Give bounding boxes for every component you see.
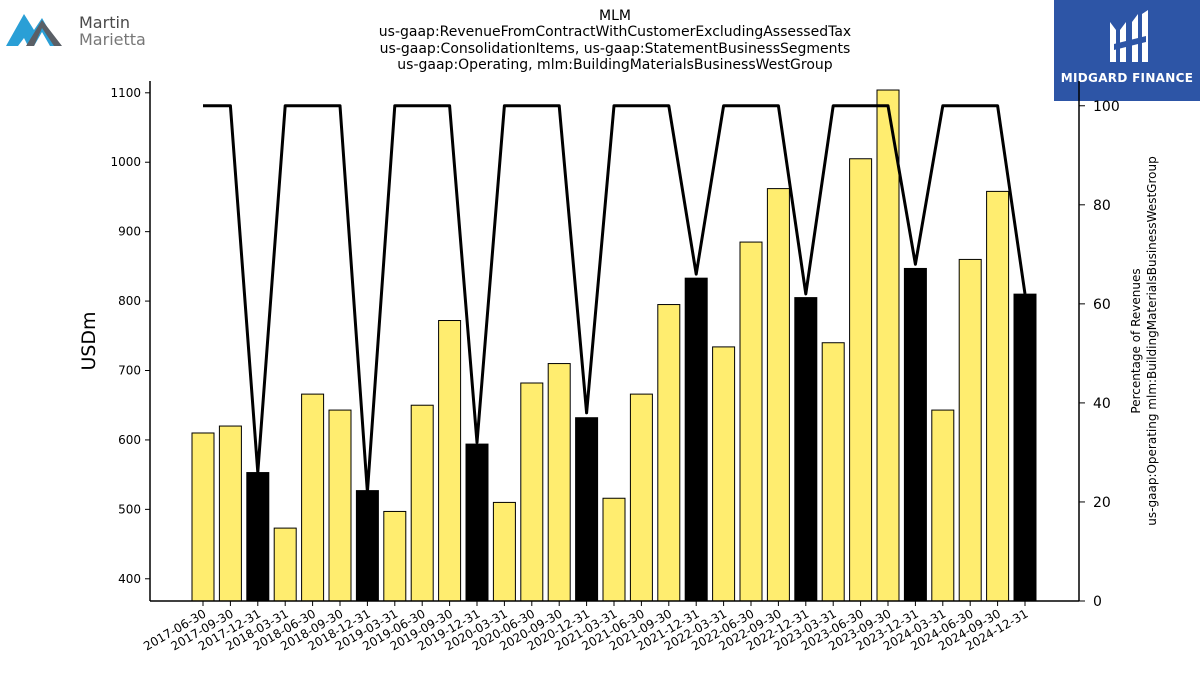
midgard-mark-icon	[1110, 10, 1148, 62]
bar	[328, 409, 352, 602]
bar	[1013, 293, 1037, 602]
y-axis-title-right-line2: us-gaap:Operating mlm:BuildingMaterialsB…	[1145, 156, 1159, 525]
bar	[849, 158, 873, 602]
bar	[410, 404, 434, 602]
chart-title: MLM us-gaap:RevenueFromContractWithCusto…	[300, 8, 930, 73]
title-line: us-gaap:Operating, mlm:BuildingMaterials…	[397, 56, 833, 73]
title-line: MLM	[599, 8, 631, 24]
bar	[903, 267, 927, 602]
bar	[958, 258, 982, 602]
y-tick-label-left: 500	[118, 502, 141, 516]
bar	[191, 432, 215, 602]
bar	[547, 363, 571, 602]
y-tick-label-right: 80	[1093, 198, 1111, 214]
title-line: us-gaap:ConsolidationItems, us-gaap:Stat…	[379, 40, 851, 57]
martin-marietta-logo: Martin Marietta	[6, 4, 156, 50]
y-tick-label-left: 1000	[110, 155, 141, 169]
y-tick-label-left: 1100	[110, 86, 141, 100]
title-line: us-gaap:RevenueFromContractWithCustomerE…	[378, 24, 852, 41]
y-tick-label-left: 600	[118, 433, 141, 447]
y-tick-label-left: 700	[118, 364, 141, 378]
y-axis-title-left: USDm	[78, 311, 100, 370]
bar	[602, 497, 626, 602]
bar	[629, 393, 653, 602]
brand-line2: Marietta	[79, 30, 146, 49]
midgard-wordmark: MIDGARD FINANCE	[1060, 71, 1194, 85]
y-axis-title-right-line1: Percentage of Revenues	[1129, 268, 1143, 413]
brand-line1: Martin	[79, 13, 131, 32]
bar	[246, 472, 270, 602]
bar	[520, 382, 544, 602]
bar	[876, 89, 900, 602]
bar	[492, 501, 516, 602]
bar	[218, 425, 242, 602]
bar	[301, 393, 325, 602]
y-tick-label-right: 60	[1093, 297, 1111, 313]
bar	[794, 297, 818, 602]
bar	[575, 417, 599, 602]
bar	[821, 342, 845, 602]
bar	[438, 320, 462, 602]
bars-group	[191, 89, 1037, 602]
mountain-icon	[6, 14, 62, 46]
percentage-line	[203, 104, 1027, 494]
bar	[739, 241, 763, 602]
axes-group	[145, 81, 1085, 606]
y-tick-label-left: 800	[118, 294, 141, 308]
bar	[766, 188, 790, 602]
bar	[273, 527, 297, 602]
bar	[684, 277, 708, 602]
y-tick-label-right: 20	[1093, 495, 1111, 511]
bar	[986, 190, 1010, 602]
y-tick-label-left: 900	[118, 225, 141, 239]
y-tick-label-right: 100	[1093, 99, 1120, 115]
y-tick-label-right: 0	[1093, 594, 1102, 610]
bar	[383, 510, 407, 602]
bar	[355, 490, 379, 602]
y-tick-label-right: 40	[1093, 396, 1111, 412]
bar	[931, 409, 955, 602]
bar	[657, 304, 681, 602]
bar	[712, 346, 736, 602]
line-group	[203, 104, 1027, 494]
bar	[465, 443, 489, 602]
y-tick-label-left: 400	[118, 572, 141, 586]
